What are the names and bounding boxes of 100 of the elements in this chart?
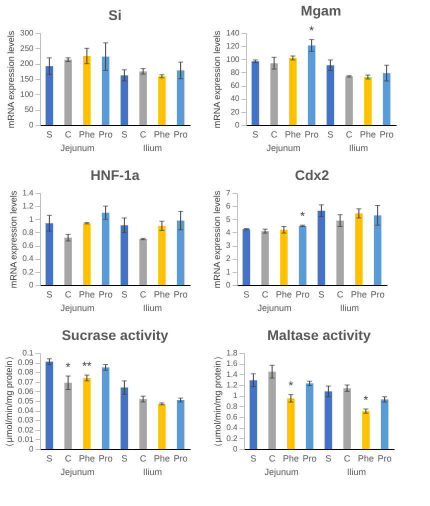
y-axis-title: （μmol/min/mg protein） <box>212 352 222 452</box>
x-tick-label: Phe <box>350 290 367 300</box>
x-tick-label: S <box>46 130 52 140</box>
bar <box>83 223 91 285</box>
y-tick-label: 0.2 <box>226 434 238 443</box>
bar <box>362 411 370 449</box>
text: Jejunum <box>264 467 299 477</box>
bar <box>287 398 295 449</box>
x-tick-label: Phe <box>358 454 374 464</box>
bar <box>83 56 91 125</box>
y-tick-label: 1 <box>29 214 34 224</box>
data-label: * <box>288 378 294 393</box>
x-tick-label: Pro <box>98 130 113 140</box>
y-tick-label: 1.4 <box>226 370 238 379</box>
bar <box>120 388 128 449</box>
bar <box>355 213 363 285</box>
y-tick-label: 0.05 <box>18 396 34 406</box>
x-tick-label: Pro <box>380 130 394 140</box>
bar <box>120 75 128 125</box>
bar <box>102 212 110 285</box>
bar <box>46 66 54 125</box>
bar <box>120 225 128 285</box>
bar <box>158 226 166 285</box>
data-label: * <box>309 24 314 38</box>
x-tick-label: C <box>270 130 278 140</box>
bar <box>139 399 147 449</box>
bar <box>380 399 388 449</box>
bar <box>64 238 72 285</box>
x-tick-label: C <box>140 290 147 300</box>
y-tick-label: 0 <box>233 444 238 454</box>
x-tick-label: Phe <box>276 290 292 300</box>
bar <box>176 220 184 285</box>
bar <box>343 388 351 449</box>
y-tick-label: 0 <box>29 120 34 130</box>
x-tick-label: S <box>318 290 324 300</box>
y-tick-label: 120 <box>226 42 240 51</box>
y-tick-label: 0 <box>29 280 34 290</box>
bar <box>345 76 353 125</box>
y-tick-label: 0.6 <box>226 412 238 422</box>
bar <box>382 73 390 125</box>
x-tick-label: C <box>268 454 276 464</box>
text: Jejunum <box>60 143 95 153</box>
bar <box>64 60 72 125</box>
y-tick-label: 0.08 <box>18 368 34 377</box>
y-tick-label: 0 <box>235 120 240 130</box>
y-tick-label: 40 <box>230 94 240 104</box>
text: Ilium <box>142 467 162 477</box>
bar <box>289 58 297 125</box>
bar <box>176 400 184 449</box>
x-tick-label: C <box>140 454 147 464</box>
data-label: * <box>300 209 306 224</box>
y-tick-label: 0.03 <box>18 416 34 425</box>
bar <box>324 391 332 449</box>
chart-title: Cdx2 <box>294 167 330 183</box>
bar <box>374 215 382 285</box>
bar <box>268 372 276 449</box>
y-tick-label: 0.4 <box>22 254 34 264</box>
y-tick-label: 1.2 <box>22 202 34 211</box>
y-tick-label: 0.2 <box>22 267 34 276</box>
chart-title: Sucrase activity <box>62 327 169 343</box>
y-tick-label: 1 <box>226 267 232 276</box>
y-tick-label: 100 <box>226 54 240 64</box>
data-label: ** <box>82 359 92 374</box>
y-tick-label: 0.07 <box>18 377 34 386</box>
bar <box>102 367 110 449</box>
y-tick-label: 140 <box>226 28 240 38</box>
bar <box>306 383 314 449</box>
bar <box>158 404 166 449</box>
y-tick-label: 2 <box>226 254 232 264</box>
bar <box>46 362 54 449</box>
y-tick-label: 150 <box>20 74 34 84</box>
bar <box>242 229 250 285</box>
x-tick-label: Pro <box>296 290 310 300</box>
x-tick-label: C <box>336 290 344 300</box>
y-axis-title: mRNA expression levels <box>6 30 16 128</box>
x-tick-label: C <box>64 130 72 140</box>
y-tick-label: 0.01 <box>18 434 34 444</box>
bar <box>158 76 166 125</box>
y-tick-label: 0.06 <box>18 386 34 396</box>
y-tick-label: 0 <box>29 444 34 454</box>
x-tick-label: Phe <box>154 290 170 300</box>
x-tick-label: Pro <box>98 454 113 464</box>
x-tick-label: C <box>140 130 147 140</box>
x-tick-label: Phe <box>282 454 299 464</box>
bar <box>139 71 147 125</box>
y-tick-label: 50 <box>24 105 34 114</box>
x-tick-label: Pro <box>174 130 188 140</box>
bar <box>336 220 344 285</box>
chart-title: Mgam <box>300 2 342 19</box>
x-tick-label: Pro <box>370 290 385 300</box>
bar <box>250 380 258 449</box>
y-tick-label: 3 <box>226 241 232 250</box>
y-tick-label: 100 <box>20 90 34 99</box>
x-tick-label: S <box>325 454 332 464</box>
x-tick-label: S <box>252 130 258 140</box>
y-tick-label: 6 <box>226 202 232 211</box>
bar <box>46 223 54 285</box>
data-label: * <box>66 360 71 374</box>
y-tick-label: 0.04 <box>18 406 34 416</box>
y-tick-label: 0.6 <box>22 241 34 250</box>
